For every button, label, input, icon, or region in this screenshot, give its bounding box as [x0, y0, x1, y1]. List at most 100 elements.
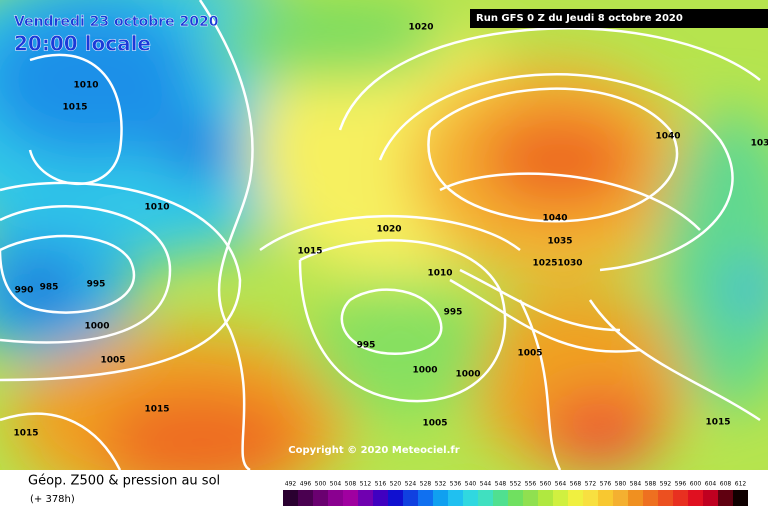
scale-label: 588: [645, 481, 657, 488]
scale-label: 508: [345, 481, 357, 488]
isobar-label: 995: [357, 341, 376, 351]
scale-label: 604: [705, 481, 717, 488]
scale-swatch: [508, 490, 523, 506]
scale-swatch: [598, 490, 613, 506]
isobar-label: 1000: [455, 370, 480, 380]
isobar-label: 985: [40, 283, 59, 293]
scale-swatch: [403, 490, 418, 506]
scale-label: 600: [690, 481, 702, 488]
isobar-label: 1005: [422, 419, 447, 429]
isobar-label: 1040: [542, 214, 567, 224]
scale-swatch: [388, 490, 403, 506]
isobar-label: 1015: [144, 405, 169, 415]
scale-swatch: [553, 490, 568, 506]
scale-swatch: [733, 490, 748, 506]
legend-lead: (+ 378h): [30, 494, 75, 505]
scale-label: 524: [405, 481, 417, 488]
isobar-label: 995: [444, 308, 463, 318]
isobar-label: 1030: [557, 259, 582, 269]
scale-label: 560: [540, 481, 552, 488]
scale-label: 536: [450, 481, 462, 488]
scale-swatch: [433, 490, 448, 506]
isobars: [0, 0, 761, 470]
isobar-label: 1015: [705, 418, 730, 428]
scale-label: 500: [315, 481, 327, 488]
scale-swatch: [628, 490, 643, 506]
date-label: Vendredi 23 octobre 2020: [14, 14, 219, 30]
scale-label: 512: [360, 481, 372, 488]
isobar-label: 1000: [412, 366, 437, 376]
scale-label: 544: [480, 481, 492, 488]
scale-label: 612: [735, 481, 747, 488]
scale-swatch: [688, 490, 703, 506]
scale-label: 504: [330, 481, 342, 488]
scale-label: 608: [720, 481, 732, 488]
isobar-label: 1010: [144, 203, 169, 213]
scale-swatch: [418, 490, 433, 506]
isobar-label: 103: [751, 139, 768, 149]
scale-swatch: [658, 490, 673, 506]
scale-label: 576: [600, 481, 612, 488]
color-scale: 492 496 500 504 508 512 516 520 524 528 532 536 540 5…: [283, 481, 748, 506]
scale-swatch: [538, 490, 553, 506]
scale-swatch: [718, 490, 733, 506]
scale-swatch: [523, 490, 538, 506]
run-label: Run GFS 0 Z du Jeudi 8 octobre 2020: [476, 13, 683, 24]
scale-swatch: [568, 490, 583, 506]
isobar-label: 1000: [84, 322, 109, 332]
isobar-label: 1010: [73, 81, 98, 91]
isobar-label: 990: [15, 286, 34, 296]
scale-label: 520: [390, 481, 402, 488]
isobar-label: 1020: [376, 225, 401, 235]
scale-swatch: [328, 490, 343, 506]
scale-label: 592: [660, 481, 672, 488]
isobar-label: 1010: [427, 269, 452, 279]
scale-swatch: [343, 490, 358, 506]
isobar-label: 1005: [517, 349, 542, 359]
scale-swatch: [613, 490, 628, 506]
scale-label: 496: [300, 481, 312, 488]
scale-swatch: [703, 490, 718, 506]
legend-title: Géop. Z500 & pression au sol: [28, 474, 220, 489]
scale-swatch: [313, 490, 328, 506]
isobar-label: 995: [87, 280, 106, 290]
isobar-label: 1005: [100, 356, 125, 366]
run-banner: [470, 9, 768, 28]
scale-swatch: [478, 490, 493, 506]
scale-label: 540: [465, 481, 477, 488]
scale-label: 552: [510, 481, 522, 488]
scale-swatch: [583, 490, 598, 506]
scale-label: 580: [615, 481, 627, 488]
scale-label: 532: [435, 481, 447, 488]
copyright: Copyright © 2020 Meteociel.fr: [288, 445, 459, 456]
scale-label: 568: [570, 481, 582, 488]
scale-label: 492: [285, 481, 297, 488]
scale-swatch: [373, 490, 388, 506]
time-label: 20:00 locale: [14, 32, 151, 56]
scale-label: 572: [585, 481, 597, 488]
isobar-label: 1015: [297, 247, 322, 257]
isobar-label: 1025: [532, 259, 557, 269]
scale-label: 516: [375, 481, 387, 488]
scale-swatch: [643, 490, 658, 506]
isobar-label: 1040: [655, 132, 680, 142]
scale-swatch: [493, 490, 508, 506]
scale-swatch: [463, 490, 478, 506]
scale-label: 564: [555, 481, 567, 488]
scale-label: 556: [525, 481, 537, 488]
scale-swatch: [358, 490, 373, 506]
scale-label: 584: [630, 481, 642, 488]
scale-label: 528: [420, 481, 432, 488]
scale-swatch: [298, 490, 313, 506]
scale-swatch: [283, 490, 298, 506]
isobar-label: 1015: [62, 103, 87, 113]
isobar-label: 1015: [13, 429, 38, 439]
scale-swatch: [448, 490, 463, 506]
isobar-label: 1035: [547, 237, 572, 247]
isobar-labels: 1020 1010 1015 1010 1015 1020 1010 995 990 985 100…: [13, 23, 768, 439]
scale-swatch: [673, 490, 688, 506]
scale-label: 548: [495, 481, 507, 488]
